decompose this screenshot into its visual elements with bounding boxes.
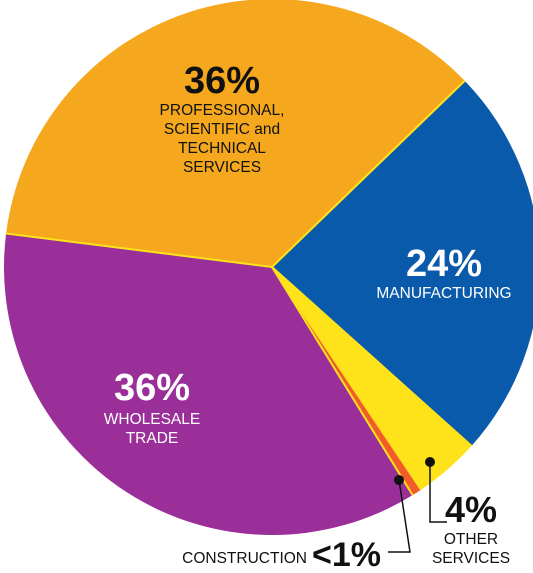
slice-divider-other (271, 266, 473, 447)
callout-line-other (429, 462, 447, 523)
slice-pct-construction: <1% (312, 536, 381, 573)
wholesale-label-group: 36% WHOLESALE TRADE (104, 367, 200, 447)
callout-line-construction (388, 479, 411, 553)
manufacturing-label-group: 24% MANUFACTURING (376, 243, 511, 302)
pie-slice-other (272, 267, 472, 490)
slice-divider-wholesale (271, 266, 414, 496)
slice-borders (5, 80, 473, 496)
slice-divider-manufacturing (271, 80, 466, 268)
slice-name-professional-line2: SCIENTIFIC and (164, 121, 280, 138)
pie-slice-wholesale (4, 233, 413, 535)
slice-name-other-line1: OTHER (444, 531, 498, 548)
pie-slice-professional (6, 0, 465, 267)
slice-divider-construction (271, 266, 422, 491)
slice-divider-professional (5, 232, 273, 268)
pie-slice-manufacturing (272, 80, 533, 446)
professional-label-group: 36% PROFESSIONAL, SCIENTIFIC and TECHNIC… (160, 60, 285, 176)
slice-name-construction: CONSTRUCTION (182, 550, 307, 567)
construction-callout: CONSTRUCTION <1% (182, 475, 411, 573)
slice-pct-professional: 36% (184, 60, 260, 102)
slice-name-other-line2: SERVICES (432, 550, 510, 567)
slice-pct-other: 4% (445, 489, 497, 530)
pie-slices (4, 0, 533, 535)
slice-name-wholesale-line2: TRADE (126, 430, 179, 447)
slice-name-professional-line3: TECHNICAL (178, 140, 266, 157)
slice-name-wholesale-line1: WHOLESALE (104, 411, 200, 428)
slice-pct-wholesale: 36% (114, 367, 190, 409)
slice-name-professional-line4: SERVICES (183, 159, 261, 176)
slice-name-professional-line1: PROFESSIONAL, (160, 102, 285, 119)
other-services-callout: 4% OTHER SERVICES (425, 457, 510, 567)
slice-pct-manufacturing: 24% (406, 243, 482, 285)
slice-name-manufacturing: MANUFACTURING (376, 285, 511, 302)
